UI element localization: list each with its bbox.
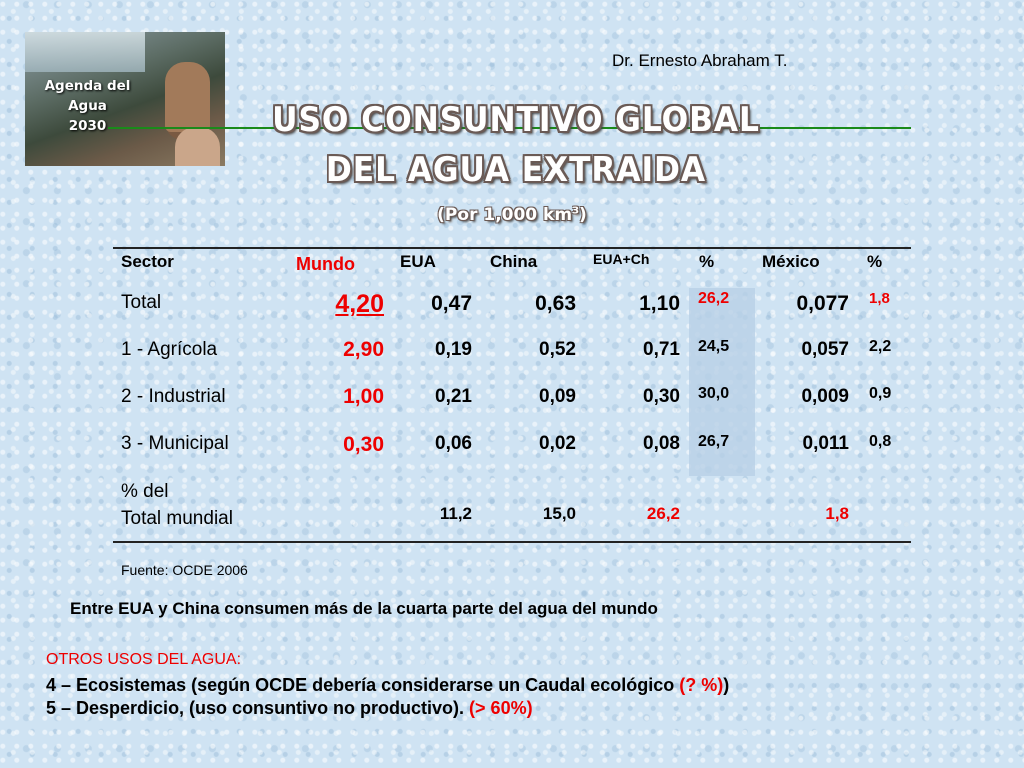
header-sector: Sector [121,252,174,271]
row-pct-total-mexico: 1,8 [825,504,849,523]
row-total-pct2: 1,8 [869,290,890,307]
row-pct-total-eua: 11,2 [439,504,472,523]
header-eua: EUA [400,252,436,271]
row-agricola-euach: 0,71 [643,339,680,360]
row-total-mundo: 4,20 [335,290,384,318]
source-note: Fuente: OCDE 2006 [121,562,248,578]
subtitle-superscript: 3 [572,205,580,217]
row-municipal-china: 0,02 [539,433,576,454]
subtitle-prefix: (Por 1,000 km [437,205,573,225]
header-divider [108,127,911,129]
table-bottom-rule [113,541,911,543]
row-industrial-pct1: 30,0 [698,385,730,402]
row-agricola-mexico: 0,057 [801,339,849,360]
otros-item-5: 5 – Desperdicio, (uso consuntivo no prod… [46,698,533,719]
author-name: Dr. Ernesto Abraham T. [612,51,788,70]
header-china: China [490,252,538,271]
item-5-red: (> 60%) [469,698,533,718]
item-4-red: (? %) [679,675,724,695]
otros-usos-heading: OTROS USOS DEL AGUA: [46,651,242,668]
slide-title-line-1: USO CONSUNTIVO GLOBAL [272,100,760,140]
row-agricola-label: 1 - Agrícola [121,339,218,360]
row-municipal-euach: 0,08 [643,433,680,454]
logo-line-1: Agenda del Agua [44,78,131,114]
header-mundo: Mundo [296,254,355,274]
row-total-pct1: 26,2 [698,290,730,307]
item-4-end: ) [723,675,730,695]
row-industrial-china: 0,09 [539,386,576,407]
row-industrial-euach: 0,30 [643,386,680,407]
row-total-euach: 1,10 [639,292,680,315]
header-percent-1: % [699,252,715,271]
table-top-rule [113,247,911,249]
logo-person-shape [165,62,210,132]
agenda-del-agua-logo: Agenda del Agua 2030 [25,32,225,166]
header-eua-china: EUA+Ch [593,251,650,267]
row-municipal-mundo: 0,30 [343,433,384,456]
row-agricola-china: 0,52 [539,339,576,360]
row-agricola-eua: 0,19 [435,339,472,360]
slide-subtitle: (Por 1,000 km3) [0,205,1024,225]
row-agricola-pct2: 2,2 [869,338,892,355]
logo-water-image [25,32,145,72]
row-total-china: 0,63 [535,292,576,315]
percent-column-highlight [689,288,755,476]
row-total-label: Total [121,292,162,313]
item-5-text: 5 – Desperdicio, (uso consuntivo no prod… [46,698,470,718]
header-mexico: México [762,252,820,271]
item-4-text: 4 – Ecosistemas (según OCDE debería cons… [46,675,680,695]
row-total-eua: 0,47 [431,292,472,315]
row-industrial-mundo: 1,00 [343,385,384,408]
row-agricola-pct1: 24,5 [698,338,730,355]
logo-line-2: 2030 [68,118,107,134]
row-pct-total-china: 15,0 [542,504,576,523]
row-industrial-label: 2 - Industrial [121,386,226,407]
row-industrial-mexico: 0,009 [801,386,849,407]
row-municipal-label: 3 - Municipal [121,433,229,454]
logo-text: Agenda del Agua 2030 [25,76,150,136]
row-pct-total-label-2: Total mundial [121,508,233,529]
row-municipal-mexico: 0,011 [802,433,850,454]
row-industrial-eua: 0,21 [435,386,472,407]
row-agricola-mundo: 2,90 [343,338,384,361]
row-municipal-pct2: 0,8 [869,433,892,450]
row-municipal-pct1: 26,7 [698,433,730,450]
otros-item-4: 4 – Ecosistemas (según OCDE debería cons… [46,675,729,696]
logo-person-shape [175,127,220,166]
row-pct-total-label-1: % del [121,481,169,502]
row-total-mexico: 0,077 [796,292,849,315]
subtitle-suffix: ) [579,205,587,225]
header-percent-2: % [867,252,883,271]
row-municipal-eua: 0,06 [435,433,472,454]
row-pct-total-euach: 26,2 [646,504,680,523]
slide-title-line-2: DEL AGUA EXTRAIDA [325,150,707,190]
row-industrial-pct2: 0,9 [869,385,892,402]
conclusion-note: Entre EUA y China consumen más de la cua… [70,599,658,618]
